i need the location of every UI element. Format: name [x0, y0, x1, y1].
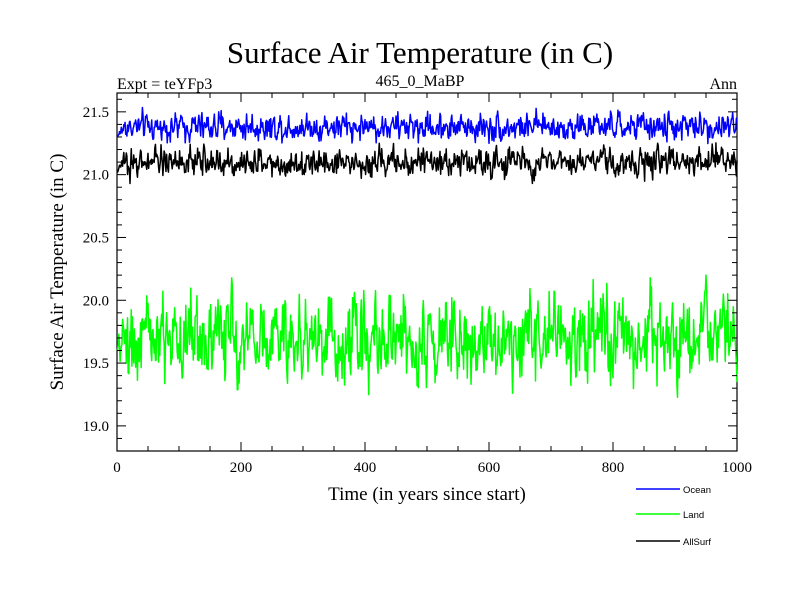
axis-layer: 0 200 400 600 800 1000 19.0 19.5 20.0 20.5 21.0 21.… [83, 93, 752, 476]
x-tick-label: 0 [113, 460, 121, 476]
y-tick-label: 21.5 [83, 105, 109, 121]
y-tick-label: 20.5 [83, 230, 109, 246]
period-label: 465_0_MaBP [376, 73, 465, 90]
series-line-allsurf [116, 142, 738, 185]
x-tick-label: 600 [478, 460, 501, 476]
x-tick-label: 200 [230, 460, 253, 476]
x-axis-label: Time (in years since start) [328, 484, 526, 505]
legend-label-ocean: Ocean [683, 485, 711, 496]
chart-title: Surface Air Temperature (in C) [227, 35, 613, 70]
x-tick-label: 400 [354, 460, 377, 476]
plot-frame [116, 92, 738, 452]
y-axis-label: Surface Air Temperature (in C) [47, 154, 68, 391]
series-layer [116, 106, 738, 399]
y-tick-label: 19.5 [83, 356, 109, 372]
series-line-ocean [116, 106, 738, 145]
experiment-label: Expt = teYFp3 [117, 76, 212, 93]
y-tick-label: 19.0 [83, 419, 109, 435]
y-tick-label: 20.0 [83, 293, 109, 309]
season-label: Ann [709, 76, 737, 93]
y-tick-label: 21.0 [83, 168, 109, 184]
legend: Ocean Land AllSurf [636, 485, 711, 548]
x-tick-label: 1000 [722, 460, 752, 476]
legend-label-allsurf: AllSurf [683, 537, 711, 548]
legend-label-land: Land [683, 510, 704, 521]
series-line-land [116, 274, 738, 399]
x-tick-label: 800 [602, 460, 625, 476]
